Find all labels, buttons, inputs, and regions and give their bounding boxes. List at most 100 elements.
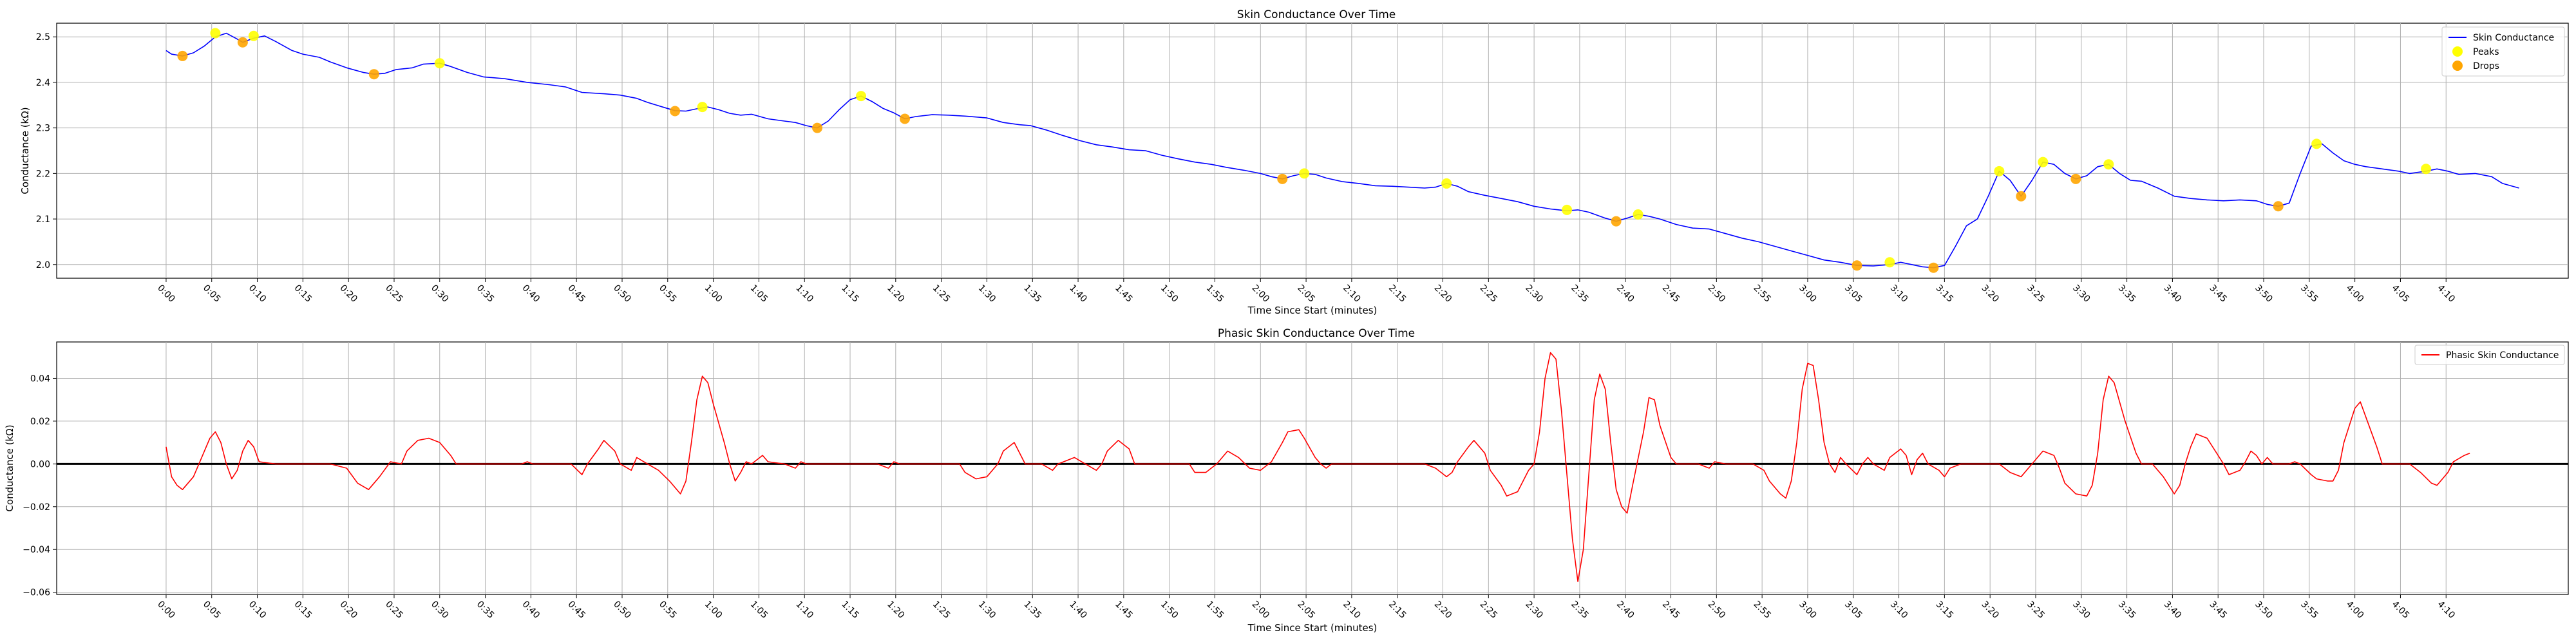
drop-marker bbox=[177, 50, 188, 61]
drop-marker bbox=[1277, 173, 1288, 184]
grid bbox=[57, 342, 2568, 594]
y-tick-label: 0.02 bbox=[30, 417, 50, 427]
x-tick-label: 1:40 bbox=[1067, 599, 1089, 621]
x-tick-label: 3:50 bbox=[2253, 283, 2275, 305]
peak-marker bbox=[434, 58, 445, 69]
peak-marker bbox=[2103, 159, 2114, 170]
skin-conductance-chart: Skin Conductance Over Time 0:00 0:05 0:10 0… bbox=[19, 8, 2569, 316]
y-tick-label: 2.2 bbox=[36, 169, 50, 179]
x-tick-label: 0:45 bbox=[565, 283, 587, 305]
x-tick-label: 0:30 bbox=[429, 283, 451, 305]
x-tick-label: 0:35 bbox=[475, 599, 497, 621]
drop-marker bbox=[812, 122, 823, 133]
x-tick-label: 3:20 bbox=[1979, 599, 2001, 621]
x-tick-label: 1:00 bbox=[703, 599, 724, 621]
legend-label-drops: Drops bbox=[2473, 61, 2499, 71]
x-tick-label: 0:20 bbox=[337, 599, 359, 621]
x-tick-label: 1:50 bbox=[1159, 599, 1180, 621]
y-tick-label: −0.04 bbox=[23, 545, 50, 555]
x-tick-label: 2:10 bbox=[1341, 599, 1363, 621]
x-tick-label: 2:30 bbox=[1523, 283, 1545, 305]
x-tick-label: 3:40 bbox=[2162, 283, 2184, 305]
peak-marker bbox=[2038, 156, 2049, 167]
x-tick-label: 1:55 bbox=[1204, 283, 1226, 305]
peak-marker bbox=[210, 28, 221, 39]
x-tick-label: 0:35 bbox=[475, 283, 497, 305]
x-tick-label: 0:15 bbox=[292, 599, 314, 621]
x-tick-label: 3:45 bbox=[2207, 599, 2229, 621]
x-tick-label: 1:45 bbox=[1113, 283, 1135, 305]
peak-marker bbox=[1884, 257, 1895, 268]
peak-marker bbox=[1441, 178, 1452, 189]
x-tick-label: 2:25 bbox=[1478, 599, 1500, 621]
markers-layer bbox=[177, 28, 2432, 273]
x-tick-label: 2:45 bbox=[1660, 283, 1682, 305]
x-tick-label: 1:35 bbox=[1021, 599, 1043, 621]
x-tick-label: 2:40 bbox=[1615, 599, 1636, 621]
series-layer bbox=[166, 352, 2470, 582]
x-tick-label: 0:05 bbox=[201, 599, 223, 621]
x-tick-label: 2:55 bbox=[1751, 283, 1773, 305]
drop-marker bbox=[1852, 260, 1862, 271]
x-tick-label: 3:05 bbox=[1842, 283, 1864, 305]
y-tick-label: −0.06 bbox=[23, 588, 50, 598]
x-tick-label: 1:30 bbox=[976, 599, 998, 621]
x-tick-label: 2:25 bbox=[1478, 283, 1500, 305]
x-tick-label: 3:55 bbox=[2298, 283, 2320, 305]
x-tick-label: 3:45 bbox=[2207, 283, 2229, 305]
x-tick-label: 2:30 bbox=[1523, 599, 1545, 621]
x-tick-label: 0:45 bbox=[565, 599, 587, 621]
peak-marker bbox=[1299, 168, 1310, 179]
x-tick-label: 1:05 bbox=[748, 599, 770, 621]
peak-marker bbox=[1994, 166, 2005, 176]
x-tick-label: 3:15 bbox=[1934, 599, 1956, 621]
x-tick-label: 3:25 bbox=[2025, 283, 2047, 305]
x-tick-label: 1:50 bbox=[1159, 283, 1180, 305]
x-tick-label: 3:50 bbox=[2253, 599, 2275, 621]
x-tick-label: 0:55 bbox=[657, 283, 679, 305]
x-tick-label: 1:15 bbox=[839, 283, 861, 305]
x-tick-label: 1:25 bbox=[931, 283, 952, 305]
grid bbox=[57, 23, 2568, 278]
chart-title: Phasic Skin Conductance Over Time bbox=[1218, 327, 1415, 340]
drop-marker bbox=[899, 113, 910, 124]
drop-marker bbox=[1928, 262, 1939, 273]
series-line bbox=[166, 352, 2470, 582]
y-axis-ticks: 2.0 2.1 2.2 2.3 2.4 2.5 bbox=[36, 32, 57, 270]
x-tick-label: 1:40 bbox=[1067, 283, 1089, 305]
x-tick-label: 1:00 bbox=[703, 283, 724, 305]
y-tick-label: 2.3 bbox=[36, 124, 50, 134]
x-tick-label: 3:55 bbox=[2298, 599, 2320, 621]
legend-marker-drops bbox=[2452, 61, 2463, 71]
x-tick-label: 3:35 bbox=[2116, 599, 2138, 621]
x-tick-label: 0:40 bbox=[520, 599, 542, 621]
drop-marker bbox=[2273, 201, 2284, 212]
x-tick-label: 0:25 bbox=[383, 283, 405, 305]
legend: Phasic Skin Conductance bbox=[2414, 345, 2565, 365]
x-tick-label: 4:10 bbox=[2435, 283, 2457, 305]
series-line bbox=[166, 32, 2519, 269]
x-tick-label: 1:20 bbox=[885, 283, 907, 305]
x-tick-label: 4:05 bbox=[2390, 283, 2412, 305]
x-tick-label: 3:00 bbox=[1797, 283, 1819, 305]
x-tick-label: 0:20 bbox=[337, 283, 359, 305]
peak-marker bbox=[2311, 138, 2322, 149]
drop-marker bbox=[237, 37, 248, 48]
x-tick-label: 1:10 bbox=[793, 283, 815, 305]
x-axis-ticks: 0:00 0:05 0:10 0:15 0:20 0:25 0:30 0:35 0:40 0:45… bbox=[155, 278, 2457, 305]
legend-label-skin-conductance: Skin Conductance bbox=[2473, 33, 2554, 43]
x-tick-label: 2:15 bbox=[1387, 599, 1408, 621]
x-tick-label: 3:10 bbox=[1888, 283, 1910, 305]
x-tick-label: 1:20 bbox=[885, 599, 907, 621]
y-axis-ticks: −0.06 −0.04 −0.02 0.00 0.02 0.04 bbox=[23, 374, 57, 598]
x-tick-label: 0:30 bbox=[429, 599, 451, 621]
x-tick-label: 2:05 bbox=[1295, 599, 1317, 621]
x-tick-label: 3:30 bbox=[2070, 283, 2092, 305]
x-tick-label: 2:00 bbox=[1250, 599, 1272, 621]
x-tick-label: 2:20 bbox=[1432, 283, 1454, 305]
peak-marker bbox=[1633, 209, 1643, 220]
drop-marker bbox=[1611, 216, 1622, 227]
peak-marker bbox=[248, 30, 259, 41]
x-tick-label: 2:05 bbox=[1295, 283, 1317, 305]
